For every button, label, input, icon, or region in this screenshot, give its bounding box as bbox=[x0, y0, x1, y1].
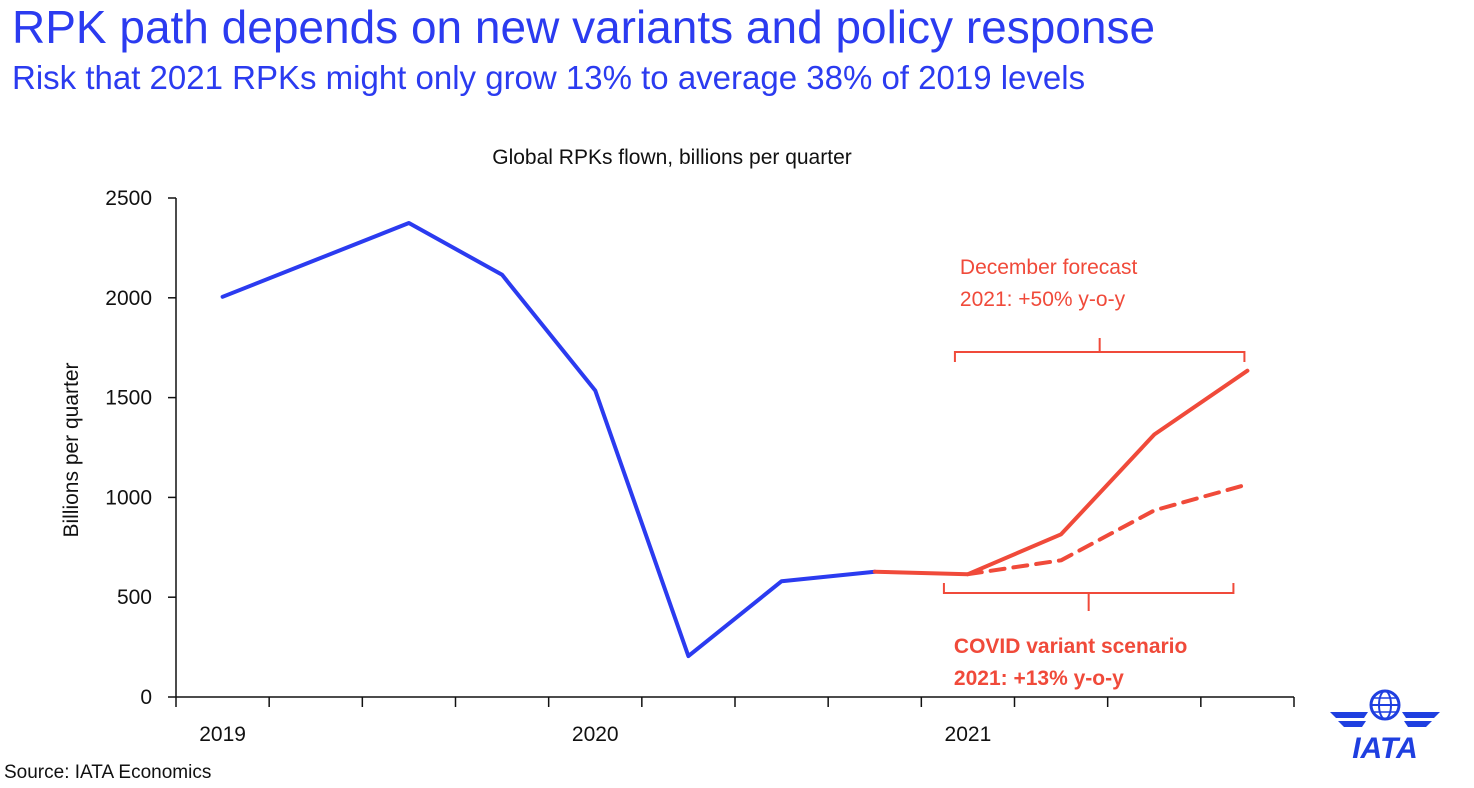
x-year-label: 2019 bbox=[199, 723, 246, 746]
y-axis: 0 500 1000 1500 2000 2500 bbox=[105, 187, 177, 709]
series-line-dashed-red bbox=[965, 482, 1250, 577]
forecast-bracket bbox=[953, 338, 1246, 362]
series-layer bbox=[220, 221, 1250, 659]
forecast-annotation-line: December forecast bbox=[960, 256, 1138, 279]
iata-logo: IATA bbox=[1330, 689, 1440, 765]
y-tick-label: 2500 bbox=[105, 187, 152, 210]
y-tick-label: 1500 bbox=[105, 387, 152, 410]
source-note: Source: IATA Economics bbox=[4, 762, 212, 783]
y-axis-title: Billions per quarter bbox=[60, 362, 83, 537]
globe-wings-icon bbox=[1330, 689, 1440, 727]
annotation-layer: December forecast 2021: +50% y-o-y COVID v… bbox=[942, 256, 1246, 690]
series-line-solid-blue bbox=[220, 221, 877, 659]
y-tick-label: 2000 bbox=[105, 287, 152, 310]
headline: RPK path depends on new variants and pol… bbox=[12, 1, 1156, 53]
scenario-annotation-line: 2021: +13% y-o-y bbox=[954, 667, 1124, 690]
x-year-label: 2021 bbox=[945, 723, 992, 746]
subheadline: Risk that 2021 RPKs might only grow 13% … bbox=[12, 59, 1086, 96]
chart-title: Global RPKs flown, billions per quarter bbox=[492, 146, 852, 169]
series-line-solid-red bbox=[872, 368, 1250, 577]
x-year-label: 2020 bbox=[572, 723, 619, 746]
y-tick-label: 500 bbox=[117, 586, 152, 609]
scenario-bracket bbox=[942, 583, 1235, 611]
scenario-annotation-line: COVID variant scenario bbox=[954, 635, 1187, 658]
x-axis: 2019 2020 2021 bbox=[175, 696, 1295, 746]
logo-text: IATA bbox=[1352, 732, 1418, 765]
y-tick-label: 1000 bbox=[105, 486, 152, 509]
forecast-annotation-line: 2021: +50% y-o-y bbox=[960, 288, 1126, 311]
y-tick-label: 0 bbox=[140, 686, 152, 709]
